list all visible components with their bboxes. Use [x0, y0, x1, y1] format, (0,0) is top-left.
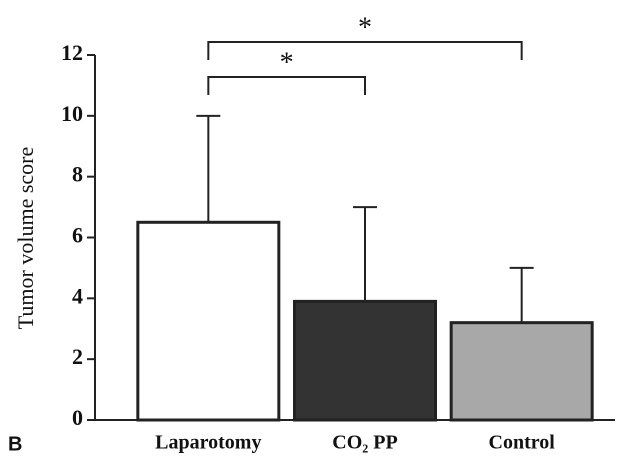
bar — [136, 220, 281, 422]
significance-star: * — [280, 47, 294, 78]
y-tick-label: 8 — [72, 162, 83, 187]
y-tick-label: 10 — [61, 101, 83, 126]
significance-bracket — [207, 41, 523, 60]
y-tick-label: 6 — [72, 223, 83, 248]
y-axis-label: Tumor volume score — [13, 147, 38, 330]
bar — [293, 299, 437, 422]
significance-bracket — [207, 76, 366, 95]
y-tick-label: 2 — [72, 344, 83, 369]
y-tick-label: 0 — [72, 405, 83, 430]
y-tick-label: 12 — [61, 40, 83, 65]
x-tick-label: CO₂ PP — [332, 432, 397, 454]
y-tick-label: 4 — [72, 283, 83, 308]
significance-star: * — [358, 12, 372, 43]
x-tick-label: Laparotomy — [155, 432, 261, 454]
x-tick-label: Control — [489, 432, 556, 454]
panel-label: B — [8, 433, 22, 455]
bar — [449, 321, 594, 422]
